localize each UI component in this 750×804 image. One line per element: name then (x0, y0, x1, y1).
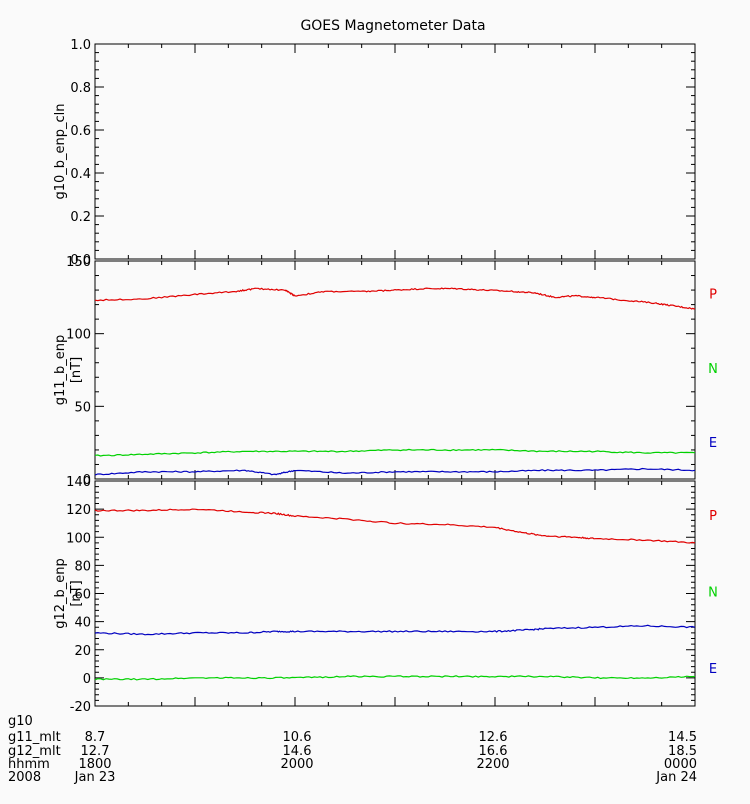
y-tick-label: 0.2 (70, 210, 91, 225)
legend-e: E (709, 662, 717, 677)
y-tick-label: 0.4 (70, 167, 91, 182)
x-row-value: 12.6 (479, 730, 508, 745)
panel-frame (94, 43, 696, 260)
legend-p: P (709, 509, 717, 524)
series-line-p (94, 287, 696, 310)
x-row-label: 2008 (8, 770, 41, 785)
x-row-value: 1800 (78, 757, 111, 772)
panel-frame (94, 260, 696, 480)
x-row-value: 12.7 (81, 744, 110, 759)
x-row-value: 16.6 (479, 744, 508, 759)
legend-n: N (708, 362, 718, 377)
x-row-value: 14.5 (668, 730, 697, 745)
y-tick-label: 140 (66, 475, 91, 490)
y-axis-unit: [nT] (69, 580, 84, 606)
y-tick-label: -20 (70, 700, 91, 715)
y-tick-label: 20 (74, 644, 91, 659)
legend-n: N (708, 585, 718, 600)
series-line-n (94, 448, 696, 457)
x-row-value: 2000 (280, 757, 313, 772)
series-line-e (94, 467, 696, 476)
series-line-p (94, 508, 696, 544)
y-axis-unit: [nT] (69, 357, 84, 383)
series-line-n (94, 675, 696, 681)
x-row-label: g10 (8, 714, 33, 729)
y-tick-label: 0.6 (70, 124, 91, 139)
chart-title: GOES Magnetometer Data (300, 18, 485, 34)
y-tick-label: 40 (74, 616, 91, 631)
x-row-value: 18.5 (668, 744, 697, 759)
y-axis-label: g11_b_enp (53, 335, 68, 406)
panels-group: 0.0 0.2 0.4 0.6 0.8 1.0 g10_b_enp_cln 0 50 100 150… (53, 38, 718, 715)
panel-3: -20 0 20 40 60 80 100 120 140 g12_b_enp [nT] P N E (53, 475, 718, 715)
y-tick-label: 80 (74, 559, 91, 574)
y-tick-label: 100 (66, 531, 91, 546)
y-tick-label: 100 (66, 328, 91, 343)
series-line-e (94, 624, 696, 636)
panel-frame (94, 480, 696, 707)
x-row-value: 0000 (664, 757, 697, 772)
y-axis-label: g10_b_enp_cln (53, 103, 68, 199)
x-row-value: 2200 (476, 757, 509, 772)
y-tick-label: 0 (83, 473, 91, 488)
y-axis-label: g12_b_enp (53, 558, 68, 629)
x-row-value: 8.7 (85, 730, 106, 745)
x-row-label: g11_mlt (8, 730, 61, 745)
x-row-value: 10.6 (283, 730, 312, 745)
x-row-value: 14.6 (283, 744, 312, 759)
y-tick-label: 0 (83, 672, 91, 687)
panel-1: 0.0 0.2 0.4 0.6 0.8 1.0 g10_b_enp_cln (53, 38, 696, 268)
legend-p: P (709, 288, 717, 303)
y-tick-label: 1.0 (70, 38, 91, 53)
y-tick-label: 0.0 (70, 253, 91, 268)
y-tick-label: 150 (66, 255, 91, 270)
x-row-label: g12_mlt (8, 744, 61, 759)
y-tick-label: 50 (74, 400, 91, 415)
y-tick-label: 60 (74, 588, 91, 603)
legend-e: E (709, 436, 717, 451)
x-row-label: hhmm (8, 757, 50, 772)
x-row-value: Jan 24 (655, 770, 697, 785)
panel-2: 0 50 100 150 g11_b_enp [nT] P N E (53, 255, 718, 488)
y-tick-label: 0.8 (70, 81, 91, 96)
y-tick-label: 120 (66, 503, 91, 518)
x-row-value: Jan 23 (74, 770, 116, 785)
